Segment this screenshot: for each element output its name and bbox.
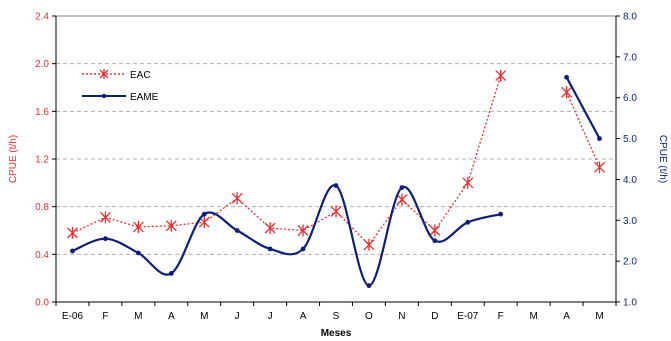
series-eame-point: [168, 271, 174, 276]
x-tick-label: M: [529, 311, 537, 322]
left-tick-label: 0.0: [35, 298, 49, 309]
series-eame-point: [399, 185, 405, 191]
series-eac-point: [132, 220, 144, 233]
x-tick-label: E-07: [457, 311, 479, 322]
left-tick-label: 1.2: [35, 155, 49, 166]
series-eac-point: [67, 226, 78, 239]
legend: EAC EAME: [82, 69, 159, 103]
series-eac-point: [462, 176, 474, 189]
legend-eac-label: EAC: [130, 70, 151, 81]
series-eame-point: [300, 246, 306, 252]
x-tick-label: J: [268, 311, 273, 322]
series-eame-point: [234, 228, 240, 233]
series-eac-point: [363, 238, 375, 251]
x-tick-label: A: [563, 311, 570, 322]
left-tick-label: 1.6: [35, 107, 49, 118]
series-eac-point: [561, 86, 573, 99]
series-eame-point: [597, 136, 602, 141]
x-tick-label: S: [333, 311, 340, 322]
right-tick-label: 7.0: [623, 52, 637, 63]
right-tick-label: 8.0: [623, 12, 637, 23]
series-eac-point: [429, 224, 441, 237]
series-eac-point: [165, 219, 177, 232]
x-tick-label: M: [134, 311, 142, 322]
right-tick-label: 1.0: [623, 298, 637, 309]
series-eame-line: [565, 76, 601, 140]
x-tick-label: M: [595, 311, 603, 322]
series-eac-point: [264, 222, 276, 235]
left-tick-label: 0.8: [35, 202, 49, 213]
right-tick-label: 3.0: [623, 216, 637, 227]
series-layer: [67, 69, 605, 289]
series-eame-point: [465, 219, 471, 225]
legend-eac-marker: [99, 69, 109, 79]
x-tick-label: E-06: [62, 311, 84, 322]
series-eame-point: [366, 283, 372, 289]
series-eame-point: [70, 248, 75, 254]
x-tick-label: N: [398, 311, 405, 322]
right-tick-label: 2.0: [623, 257, 637, 268]
x-tick-label: F: [498, 311, 504, 322]
left-axis-title: CPUE (t/h): [8, 135, 19, 183]
x-axis-ticks: E-06 F M A M J J A S O N D E-07 F M A M: [55, 302, 617, 322]
right-tick-label: 5.0: [623, 134, 637, 145]
series-eame-point: [267, 246, 273, 252]
x-tick-label: A: [300, 311, 307, 322]
x-tick-label: D: [431, 311, 438, 322]
right-axis-title: CPUE (t/h): [657, 135, 668, 183]
x-tick-label: J: [235, 311, 240, 322]
x-tick-label: F: [102, 311, 108, 322]
x-tick-label: O: [365, 311, 373, 322]
series-eac-point: [396, 193, 408, 206]
right-tick-label: 6.0: [623, 93, 637, 104]
series-eac-point: [594, 161, 605, 174]
left-tick-label: 0.4: [35, 250, 49, 261]
series-eame-point: [135, 250, 141, 256]
series-eac-point: [99, 211, 111, 224]
series-eame-point: [333, 183, 339, 188]
series-eac-line: [565, 92, 601, 168]
left-tick-label: 2.0: [35, 59, 49, 70]
left-axis-ticks: 0.0 0.4 0.8 1.2 1.6 2.0 2.4: [35, 12, 56, 309]
series-eac-point: [231, 192, 243, 205]
series-eame-point: [201, 211, 207, 217]
right-tick-label: 4.0: [623, 175, 637, 186]
series-eame-point: [498, 211, 504, 217]
series-eame-point: [564, 74, 569, 80]
left-tick-label: 2.4: [35, 12, 49, 23]
series-eame-point: [103, 236, 108, 242]
series-eac-line: [72, 75, 502, 246]
x-tick-label: A: [168, 311, 175, 322]
legend-eame-label: EAME: [130, 92, 159, 103]
right-axis-ticks: 1.0 2.0 3.0 4.0 5.0 6.0 7.0 8.0: [616, 12, 637, 309]
legend-eame-marker: [101, 93, 107, 99]
series-eac-point: [495, 69, 507, 82]
x-tick-label: M: [200, 311, 208, 322]
series-eame-point: [432, 238, 438, 244]
series-eame-line: [72, 184, 501, 287]
series-eac-point: [297, 224, 309, 237]
series-eac-point: [330, 205, 342, 218]
x-axis-title: Meses: [321, 328, 352, 339]
